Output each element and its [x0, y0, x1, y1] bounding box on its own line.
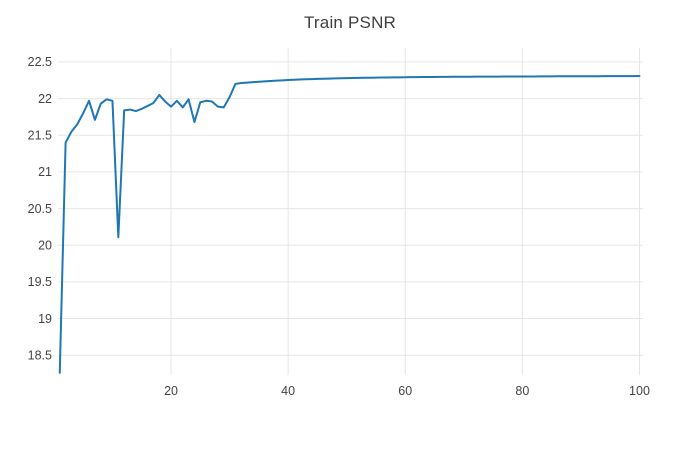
- x-tick-label: 80: [515, 384, 529, 398]
- tick-labels: 18.5 19 19.5 20 20.5 21 21.5 22 22.5 20 40 60 80 100: [28, 55, 650, 398]
- x-tick-label: 100: [629, 384, 650, 398]
- x-tick-label: 20: [164, 384, 178, 398]
- y-tick-label: 22: [38, 92, 52, 106]
- gridlines: [58, 48, 643, 375]
- y-tick-label: 20: [38, 239, 52, 253]
- x-tick-label: 60: [398, 384, 412, 398]
- y-tick-label: 19.5: [28, 275, 52, 289]
- y-tick-label: 21: [38, 165, 52, 179]
- y-tick-label: 18.5: [28, 349, 52, 363]
- chart-title: Train PSNR: [303, 13, 397, 32]
- y-tick-label: 20.5: [28, 202, 52, 216]
- series-line-train-psnr: [58, 75, 641, 374]
- y-tick-label: 21.5: [28, 129, 52, 143]
- y-tick-label: 22.5: [28, 55, 52, 69]
- x-tick-label: 40: [281, 384, 295, 398]
- y-tick-label: 19: [38, 312, 52, 326]
